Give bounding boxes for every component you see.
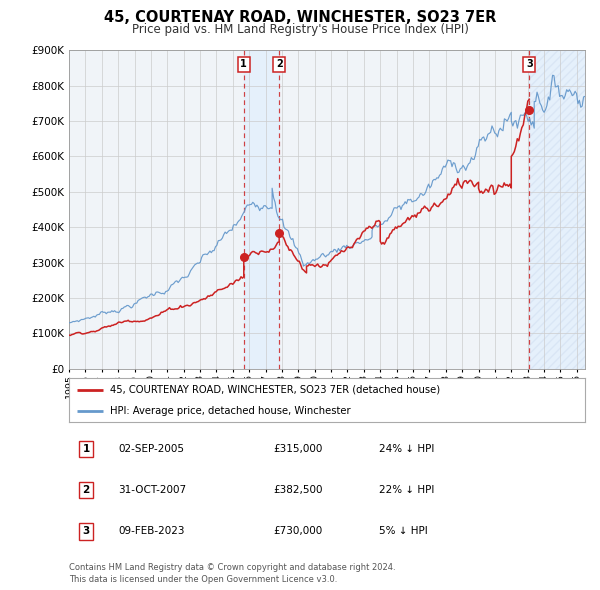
Text: 2: 2 [276,60,283,70]
Text: 45, COURTENAY ROAD, WINCHESTER, SO23 7ER (detached house): 45, COURTENAY ROAD, WINCHESTER, SO23 7ER… [110,385,440,395]
Text: 31-OCT-2007: 31-OCT-2007 [118,486,186,495]
Text: 3: 3 [526,60,533,70]
Text: 1: 1 [241,60,247,70]
Bar [529,50,585,369]
Text: 3: 3 [82,526,89,536]
Text: This data is licensed under the Open Government Licence v3.0.: This data is licensed under the Open Gov… [69,575,337,584]
Bar [529,50,585,369]
Text: 45, COURTENAY ROAD, WINCHESTER, SO23 7ER: 45, COURTENAY ROAD, WINCHESTER, SO23 7ER [104,10,496,25]
Text: Contains HM Land Registry data © Crown copyright and database right 2024.: Contains HM Land Registry data © Crown c… [69,563,395,572]
Text: £315,000: £315,000 [273,444,322,454]
Text: HPI: Average price, detached house, Winchester: HPI: Average price, detached house, Winc… [110,406,351,416]
Text: 5% ↓ HPI: 5% ↓ HPI [379,526,427,536]
Text: £730,000: £730,000 [273,526,322,536]
Bar [244,50,279,369]
Text: 02-SEP-2005: 02-SEP-2005 [118,444,184,454]
Text: 2: 2 [82,486,89,495]
Text: 22% ↓ HPI: 22% ↓ HPI [379,486,434,495]
Text: £382,500: £382,500 [273,486,322,495]
Text: 24% ↓ HPI: 24% ↓ HPI [379,444,434,454]
Text: 1: 1 [82,444,89,454]
Text: 09-FEB-2023: 09-FEB-2023 [118,526,185,536]
Text: Price paid vs. HM Land Registry's House Price Index (HPI): Price paid vs. HM Land Registry's House … [131,23,469,36]
